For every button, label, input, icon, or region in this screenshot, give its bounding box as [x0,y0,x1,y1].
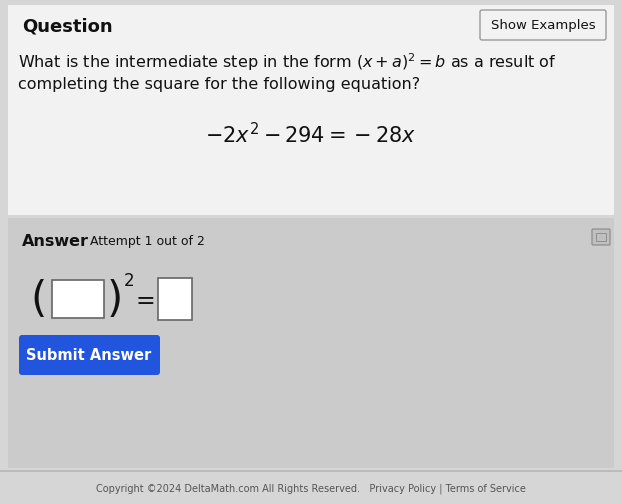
FancyBboxPatch shape [480,10,606,40]
Text: =: = [136,289,156,313]
Text: completing the square for the following equation?: completing the square for the following … [18,77,420,92]
Text: ): ) [107,279,123,321]
Bar [8,5,614,215]
Bar [8,218,614,468]
Bar [158,278,192,320]
Bar [52,280,104,318]
Text: Answer: Answer [22,234,89,249]
Text: Copyright ©2024 DeltaMath.com All Rights Reserved.   Privacy Policy | Terms of S: Copyright ©2024 DeltaMath.com All Rights… [96,484,526,494]
Text: Submit Answer: Submit Answer [26,347,152,362]
Bar [8,218,614,468]
FancyBboxPatch shape [19,335,160,375]
Text: Attempt 1 out of 2: Attempt 1 out of 2 [90,235,205,248]
FancyBboxPatch shape [592,229,610,245]
Text: $-2x^2 - 294 = -28x$: $-2x^2 - 294 = -28x$ [205,122,417,148]
Text: Show Examples: Show Examples [491,19,595,31]
Text: (: ( [30,279,46,321]
Text: 2: 2 [124,272,134,290]
Text: What is the intermediate step in the form $(x + a)^2 = b$ as a result of: What is the intermediate step in the for… [18,51,557,73]
Text: Question: Question [22,17,113,35]
Bar [596,233,606,241]
Bar [0,470,622,472]
